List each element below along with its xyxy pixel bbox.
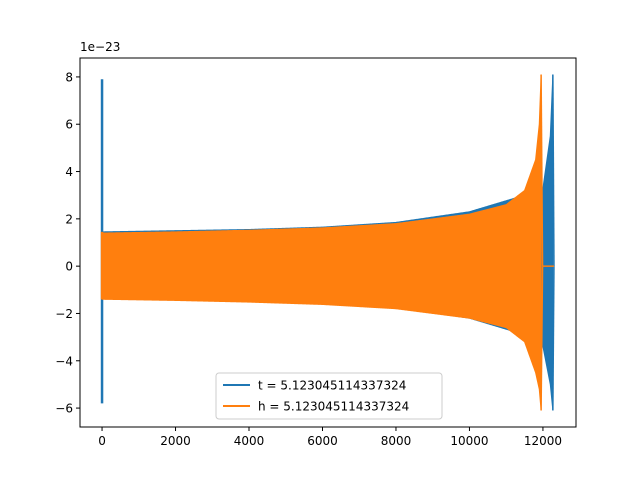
- y-tick-label: 6: [65, 118, 73, 132]
- y-tick-label: 2: [65, 212, 73, 226]
- series-1: [100, 74, 554, 411]
- x-tick-label: 8000: [381, 434, 412, 448]
- legend: t = 5.123045114337324 h = 5.1230451143373…: [215, 372, 443, 420]
- x-tick-label: 10000: [450, 434, 488, 448]
- series-0-end-upper: [552, 74, 555, 267]
- y-axis-ticks: −6 −4 −2 0 2 4 6 8: [55, 70, 80, 416]
- legend-entry: t = 5.123045114337324: [258, 379, 406, 393]
- series-0-end-lower: [552, 266, 555, 411]
- y-tick-label: 0: [65, 260, 73, 274]
- x-tick-label: 6000: [307, 434, 338, 448]
- series-1-end-lower: [540, 266, 544, 411]
- series-layer: [100, 74, 555, 411]
- y-tick-label: −4: [55, 354, 73, 368]
- x-tick-label: 12000: [524, 434, 562, 448]
- x-tick-label: 0: [98, 434, 106, 448]
- y-tick-label: 4: [65, 165, 73, 179]
- series-1-end-upper: [540, 74, 544, 267]
- y-tick-label: −2: [55, 307, 73, 321]
- x-tick-label: 2000: [160, 434, 191, 448]
- axes-frame: [79, 57, 577, 428]
- y-tick-label: −6: [55, 402, 73, 416]
- legend-box: [215, 372, 443, 420]
- x-tick-label: 4000: [234, 434, 265, 448]
- y-tick-label: 8: [65, 70, 73, 84]
- legend-entry: h = 5.123045114337324: [258, 400, 409, 414]
- x-axis-ticks: 0 2000 4000 6000 8000 10000 12000: [98, 427, 562, 448]
- y-offset-label: 1e−23: [80, 40, 120, 54]
